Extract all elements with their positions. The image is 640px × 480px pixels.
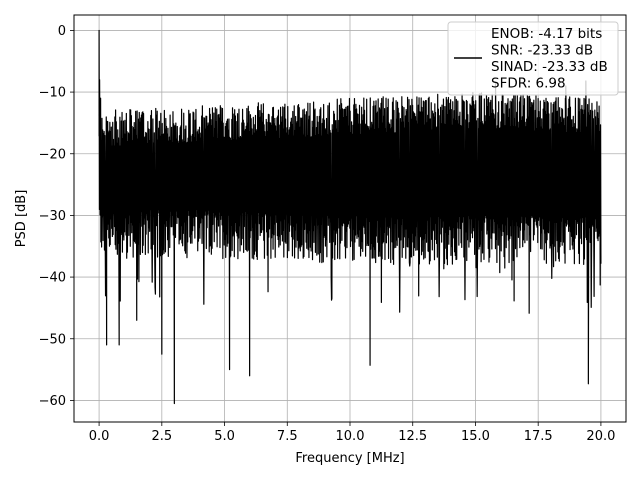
y-tick-label: −20 [39,147,66,162]
legend-line-2: SNR: -23.33 dB [491,43,593,59]
x-tick-label: 10.0 [336,429,365,444]
y-tick-label: −60 [39,394,66,409]
legend-box [447,21,619,96]
legend-entry-label: ENOB: -4.17 bits SNR: -23.33 dB SINAD: -23… [491,26,608,92]
x-tick-label: 15.0 [461,429,490,444]
y-axis-label: PSD [dB] [14,190,29,248]
y-tick-label: −40 [39,271,66,286]
x-tick-label: 2.5 [151,429,172,444]
y-tick-label: −30 [39,209,66,224]
plot-area [98,29,602,405]
x-tick-label: 7.5 [277,429,298,444]
legend-line-1: ENOB: -4.17 bits [491,26,602,42]
psd-series-line [98,29,602,405]
x-tick-label: 20.0 [586,429,615,444]
y-tick-label: −10 [39,86,66,101]
y-tick-label: −50 [39,332,66,347]
plot-frame [73,14,627,423]
legend-line-3: SINAD: -23.33 dB [491,59,608,75]
x-tick-label: 5.0 [214,429,235,444]
y-ticks: 0 −10 −20 −30 −40 −50 −60 [39,24,74,409]
x-axis-label: Frequency [MHz] [295,451,404,466]
x-tick-label: 0.0 [89,429,110,444]
legend: ENOB: -4.17 bits SNR: -23.33 dB SINAD: -23… [447,21,619,96]
x-tick-label: 17.5 [524,429,553,444]
legend-line-4: SFDR: 6.98 [491,76,566,92]
x-ticks: 0.0 2.5 5.0 7.5 10.0 12.5 15.0 17.5 20.0 [89,422,615,444]
x-tick-label: 12.5 [398,429,427,444]
y-tick-label: 0 [58,24,66,39]
